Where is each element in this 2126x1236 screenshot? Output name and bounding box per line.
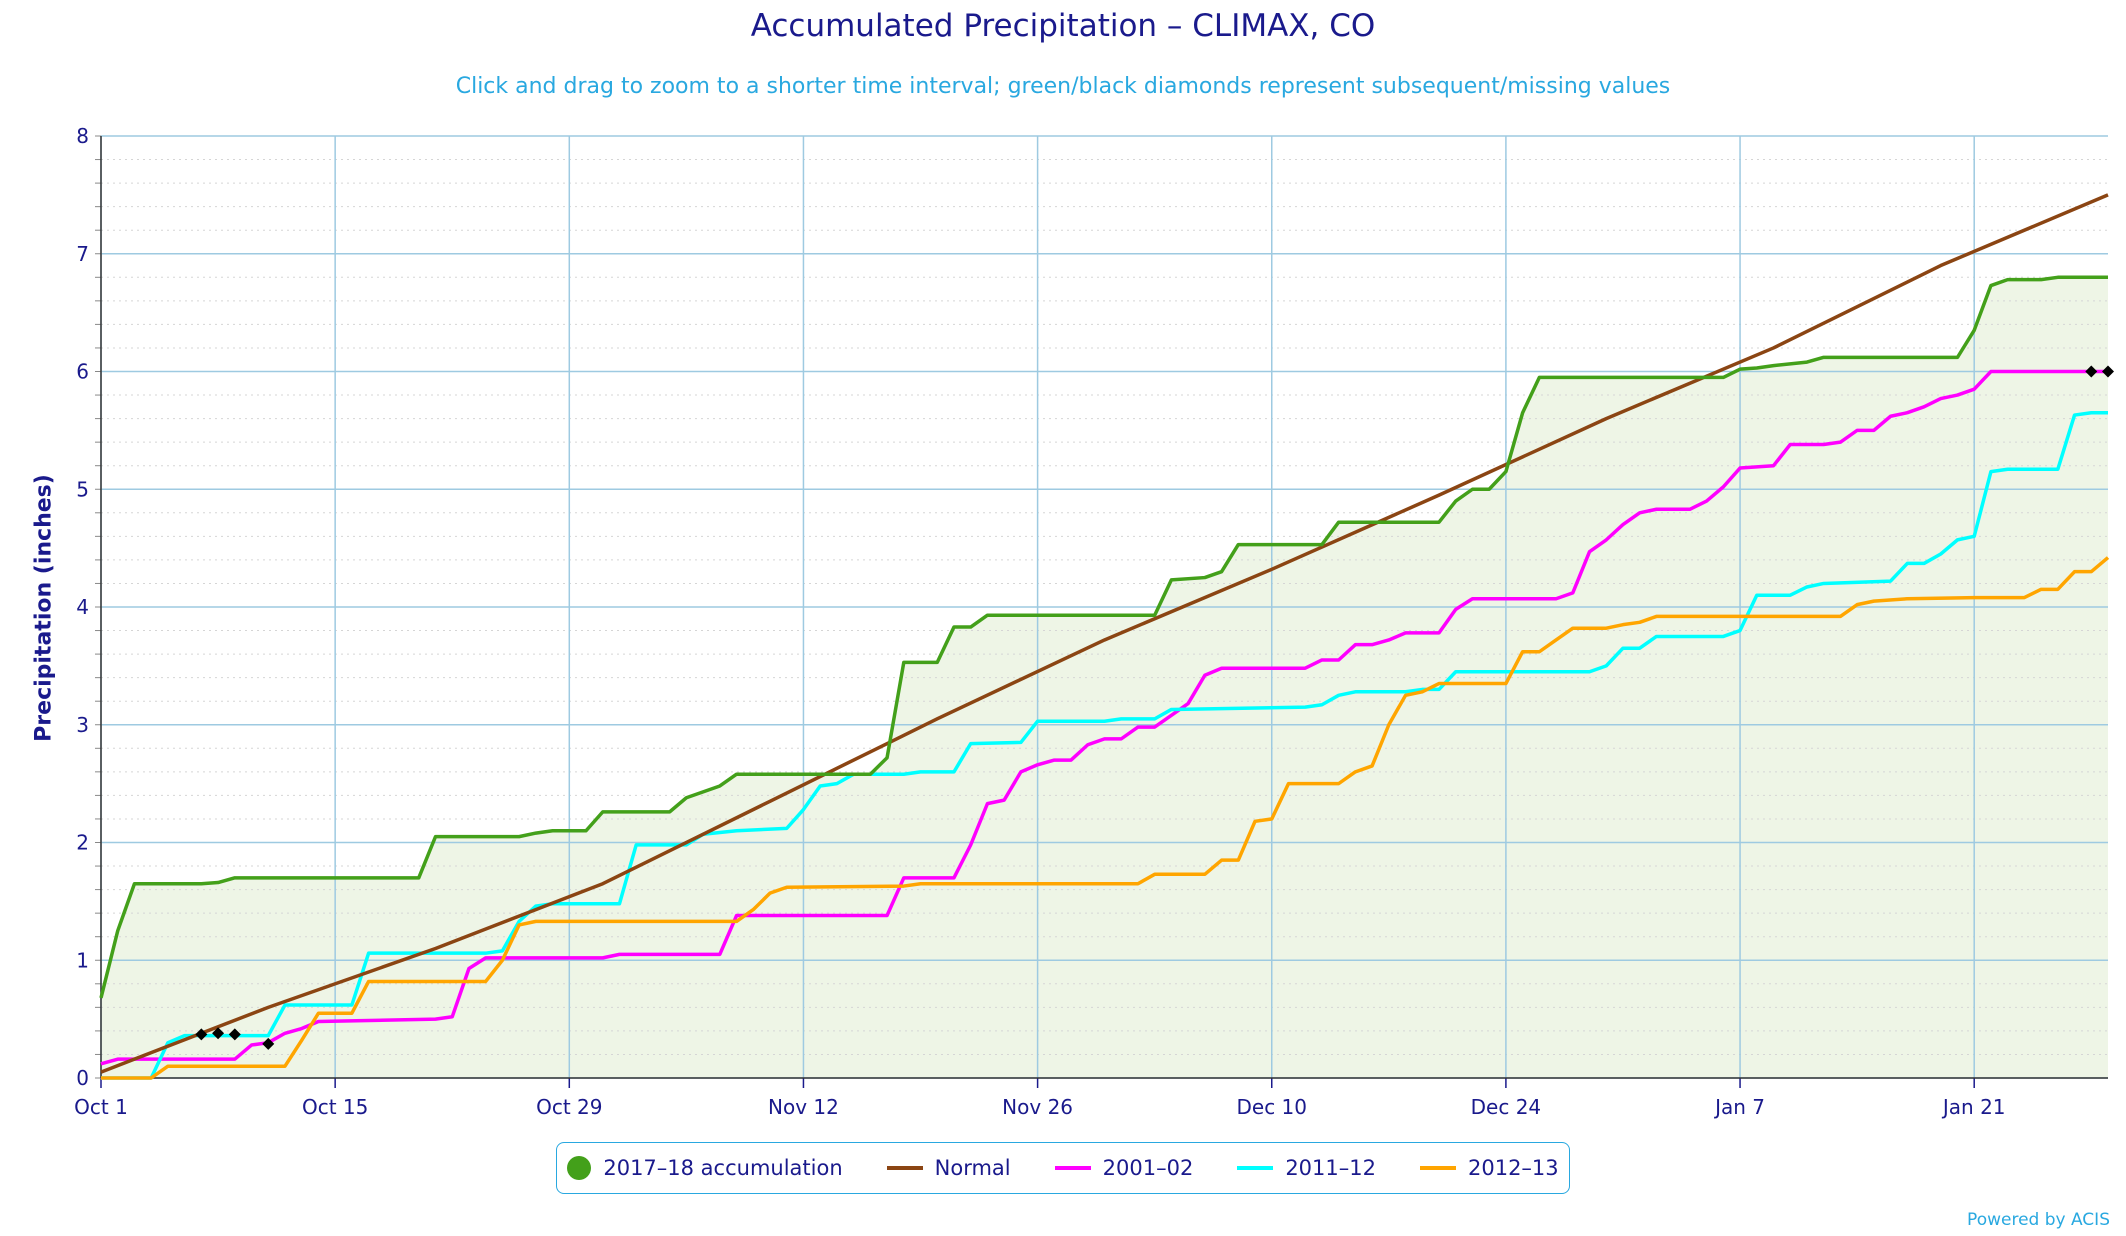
series-line-2012-13 xyxy=(101,556,2110,1080)
series-line-normal xyxy=(100,193,2109,1074)
missing-value-diamond xyxy=(2102,365,2114,378)
x-tick-label: Jan 21 xyxy=(1941,1095,2006,1119)
series-line-2017-18-accumulation xyxy=(99,275,2108,999)
legend-label-normal: Normal xyxy=(934,1156,1011,1180)
x-tick-label: Dec 10 xyxy=(1236,1095,1307,1119)
legend-label-2001-02: 2001–02 xyxy=(1102,1156,1194,1180)
legend-item-normal[interactable]: Normal xyxy=(886,1156,1011,1180)
y-tick-label: 3 xyxy=(76,713,89,737)
y-tick-label: 2 xyxy=(76,831,89,855)
y-tick-label: 8 xyxy=(76,124,89,148)
x-tick-label: Nov 12 xyxy=(768,1095,839,1119)
legend-swatch-2012-13 xyxy=(1419,1166,1456,1170)
legend-swatch-2017-18 xyxy=(567,1156,592,1180)
missing-value-diamond xyxy=(228,1028,241,1041)
chart-subtitle: Click and drag to zoom to a shorter time… xyxy=(455,74,1671,99)
y-tick-label: 1 xyxy=(76,948,89,972)
series-line-2001-02 xyxy=(100,369,2108,1066)
missing-value-diamond xyxy=(195,1028,208,1041)
y-tick-label: 0 xyxy=(76,1066,89,1090)
legend-swatch-2011-12 xyxy=(1237,1166,1274,1170)
legend-item-2011-12[interactable]: 2011–12 xyxy=(1237,1156,1376,1180)
legend-swatch-normal xyxy=(886,1166,923,1170)
y-tick-label: 6 xyxy=(76,360,89,384)
missing-value-diamond xyxy=(212,1027,225,1040)
chart-title: Accumulated Precipitation – CLIMAX, CO xyxy=(750,8,1376,44)
x-tick-label: Oct 29 xyxy=(536,1095,602,1119)
missing-value-diamond xyxy=(2085,365,2098,378)
legend-label-2011-12: 2011–12 xyxy=(1285,1156,1376,1180)
y-tick-label: 4 xyxy=(76,595,89,619)
x-tick-label: Oct 15 xyxy=(302,1095,368,1119)
legend: 2017–18 accumulation Normal 2001–02 2011… xyxy=(556,1142,1570,1194)
legend-swatch-2001-02 xyxy=(1054,1166,1091,1170)
x-tick-label: Oct 1 xyxy=(74,1095,128,1119)
x-tick-label: Dec 24 xyxy=(1471,1095,1542,1119)
legend-item-2017-18[interactable]: 2017–18 accumulation xyxy=(567,1156,843,1180)
y-tick-label: 5 xyxy=(76,477,89,501)
legend-item-2001-02[interactable]: 2001–02 xyxy=(1054,1156,1194,1180)
missing-value-diamond xyxy=(262,1037,275,1050)
y-tick-label: 7 xyxy=(76,242,89,266)
legend-item-2012-13[interactable]: 2012–13 xyxy=(1419,1156,1559,1180)
x-tick-label: Jan 7 xyxy=(1713,1095,1765,1119)
legend-label-2012-13: 2012–13 xyxy=(1467,1156,1559,1180)
x-tick-label: Nov 26 xyxy=(1002,1095,1073,1119)
legend-label-2017-18: 2017–18 accumulation xyxy=(603,1156,843,1180)
powered-by-acis-link[interactable]: Powered by ACIS xyxy=(1967,1210,2110,1230)
